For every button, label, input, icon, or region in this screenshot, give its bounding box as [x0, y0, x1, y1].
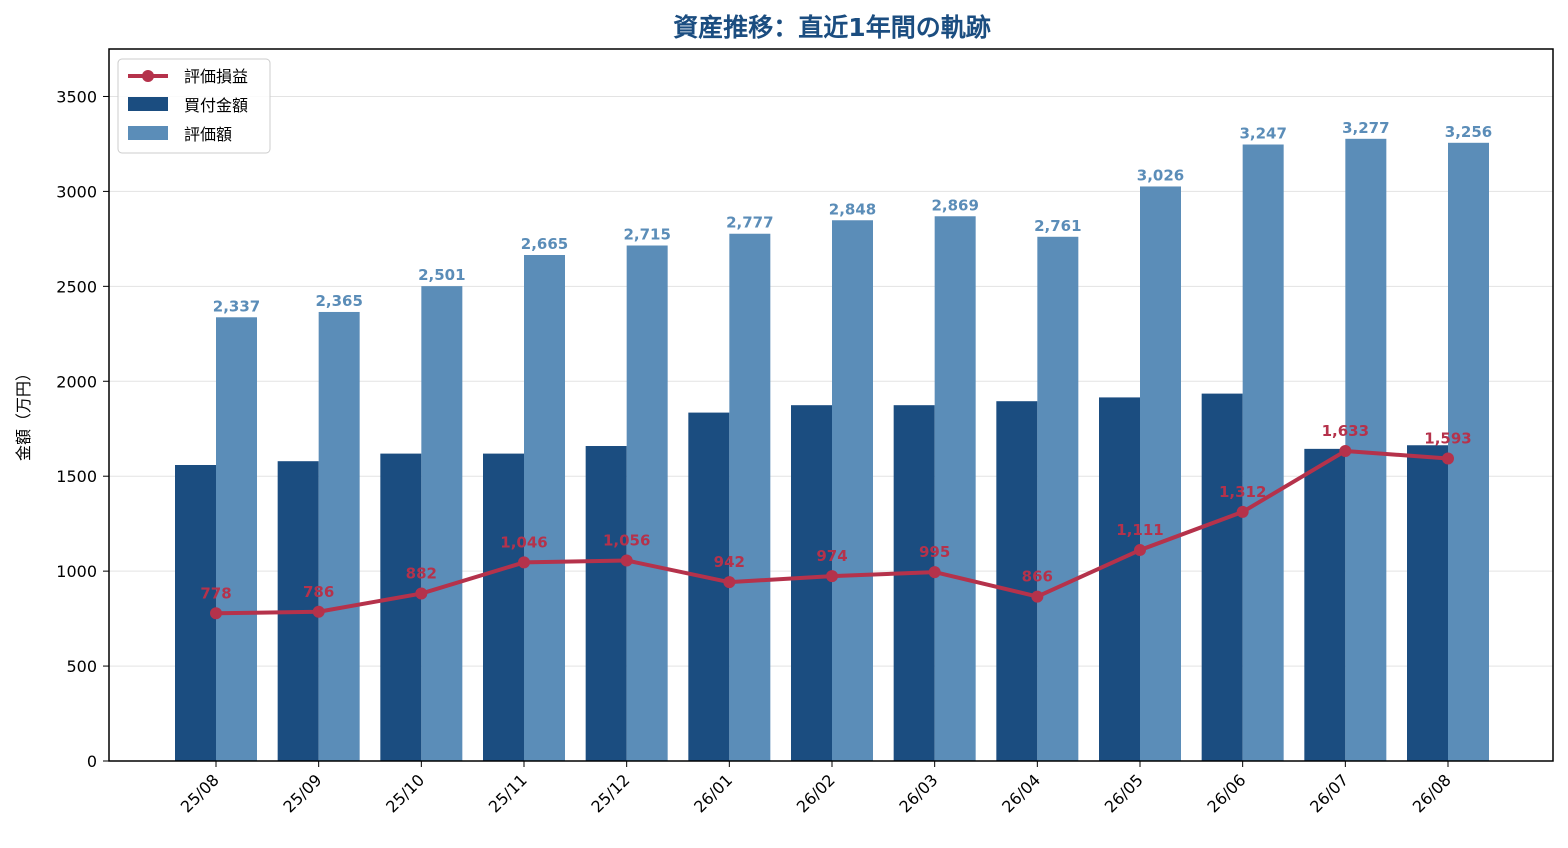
- profit-value-label: 866: [1022, 568, 1053, 586]
- bar-purchase: [1201, 393, 1243, 761]
- x-tick-label: 25/09: [279, 770, 325, 816]
- valuation-value-label: 2,777: [726, 214, 773, 232]
- profit-point: [518, 556, 530, 569]
- bar-purchase: [380, 453, 422, 761]
- bar-valuation: [216, 317, 257, 761]
- profit-point: [1339, 444, 1352, 457]
- bar-purchase: [1304, 448, 1346, 761]
- profit-point: [312, 605, 325, 618]
- profit-value-label: 1,593: [1424, 430, 1471, 448]
- valuation-value-label: 3,256: [1445, 123, 1492, 141]
- profit-value-label: 1,312: [1219, 483, 1266, 501]
- bar-valuation: [729, 233, 771, 762]
- valuation-value-label: 2,715: [623, 226, 670, 244]
- profit-point: [1442, 452, 1454, 465]
- bar-valuation: [832, 220, 873, 761]
- bar-purchase: [175, 464, 216, 761]
- bar-valuation: [1140, 186, 1181, 761]
- y-tick-label: 2500: [56, 277, 97, 296]
- bar-valuation: [1242, 144, 1284, 761]
- legend-label-profit: 評価損益: [184, 67, 248, 86]
- profit-value-label: 882: [406, 565, 437, 583]
- y-tick-label: 2000: [56, 372, 97, 391]
- bar-valuation: [421, 286, 463, 761]
- bar-purchase: [1407, 445, 1448, 761]
- valuation-value-label: 2,501: [418, 266, 465, 284]
- profit-value-label: 974: [816, 547, 847, 565]
- profit-value-label: 1,111: [1116, 521, 1163, 539]
- valuation-value-label: 2,337: [213, 297, 260, 315]
- profit-value-label: 995: [919, 543, 950, 561]
- x-tick-label: 25/08: [177, 770, 223, 816]
- legend-line-marker: [142, 70, 154, 82]
- x-tick-label: 25/12: [587, 770, 633, 816]
- profit-value-label: 942: [714, 553, 745, 571]
- x-tick-label: 26/01: [690, 770, 736, 816]
- profit-point: [1134, 544, 1146, 557]
- profit-value-label: 786: [303, 583, 334, 601]
- bar-purchase: [483, 453, 524, 761]
- x-tick-label: 26/02: [793, 770, 839, 816]
- valuation-value-label: 2,665: [521, 235, 568, 253]
- profit-value-label: 1,046: [500, 533, 547, 551]
- bar-valuation: [626, 245, 668, 762]
- line-series: [210, 444, 1454, 620]
- valuation-value-label: 3,026: [1137, 166, 1184, 184]
- x-tick-label: 26/04: [998, 770, 1044, 816]
- profit-value-label: 778: [200, 584, 231, 602]
- chart-title: 資産推移：直近1年間の軌跡: [673, 13, 990, 42]
- legend-swatch-valuation: [128, 126, 168, 140]
- y-axis-label: 金額（万円）: [14, 365, 33, 461]
- x-tick-label: 26/08: [1409, 770, 1455, 816]
- valuation-value-label: 3,277: [1342, 119, 1389, 137]
- bar-valuation: [1037, 236, 1079, 761]
- profit-point: [620, 554, 633, 567]
- valuation-value-label: 2,848: [829, 200, 876, 218]
- legend-swatch-purchase: [128, 97, 168, 111]
- profit-value-label: 1,633: [1322, 422, 1369, 440]
- profit-point: [723, 576, 736, 589]
- valuation-value-label: 2,761: [1034, 217, 1081, 235]
- legend-label-valuation: 評価額: [184, 125, 232, 144]
- bar-purchase: [996, 401, 1038, 761]
- valuation-value-label: 2,869: [931, 196, 978, 214]
- y-tick-label: 500: [66, 657, 97, 676]
- bar-purchase: [585, 446, 627, 761]
- profit-value-label: 1,056: [603, 532, 650, 550]
- x-tick-label: 26/06: [1203, 770, 1249, 816]
- profit-point: [1236, 505, 1249, 518]
- profit-point: [1031, 590, 1044, 603]
- profit-point: [928, 566, 941, 579]
- valuation-value-label: 3,247: [1239, 125, 1286, 143]
- bar-purchase: [791, 405, 832, 761]
- y-tick-label: 3500: [56, 87, 97, 106]
- x-tick-label: 26/03: [895, 770, 941, 816]
- bar-valuation: [524, 255, 565, 761]
- bar-valuation: [318, 311, 360, 761]
- bar-purchase: [1099, 397, 1140, 761]
- bar-valuation: [1448, 142, 1489, 761]
- bar-valuation: [934, 216, 976, 762]
- profit-point: [210, 607, 222, 620]
- valuation-value-label: 2,365: [315, 292, 362, 310]
- y-tick-label: 1500: [56, 467, 97, 486]
- x-tick-label: 26/07: [1306, 770, 1352, 816]
- profit-point: [826, 570, 838, 583]
- y-tick-label: 1000: [56, 562, 97, 581]
- y-tick-label: 0: [87, 752, 97, 771]
- plot-frame: [108, 48, 1554, 762]
- profit-point: [415, 587, 428, 600]
- bars: [175, 138, 1489, 762]
- bar-purchase: [688, 412, 730, 761]
- x-tick-label: 25/10: [382, 770, 428, 816]
- data-labels: 2,337 2,365 2,501 2,665 2,715 2,777 2,848 2,869…: [200, 119, 1492, 602]
- bar-purchase: [893, 405, 935, 761]
- x-tick-label: 25/11: [485, 770, 531, 816]
- x-tick-label: 26/05: [1101, 770, 1147, 816]
- y-tick-label: 3000: [56, 182, 97, 201]
- legend-label-purchase: 買付金額: [184, 96, 248, 115]
